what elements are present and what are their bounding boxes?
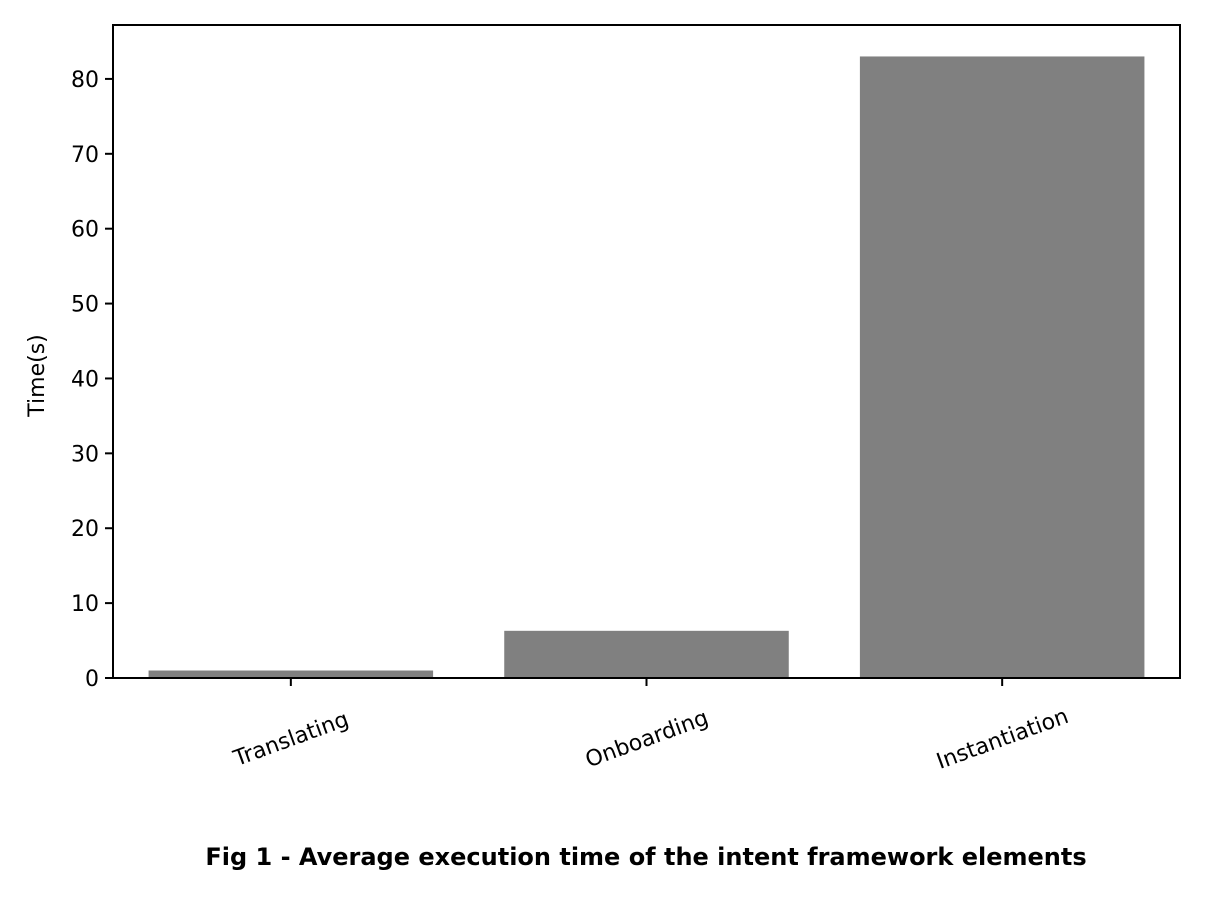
y-tick-label: 0	[85, 667, 99, 692]
x-axis: Translating Onboarding Instantiation	[230, 678, 1072, 775]
y-tick-label: 40	[71, 367, 99, 392]
x-tick-label: Onboarding	[582, 706, 712, 774]
y-tick-label: 50	[71, 293, 99, 318]
bar-instantiation	[859, 56, 1145, 678]
y-tick-label: 60	[71, 218, 99, 243]
x-tick-label: Translating	[230, 707, 353, 772]
bars-group	[148, 56, 1145, 678]
y-tick-label: 80	[71, 68, 99, 93]
bar-onboarding	[504, 630, 789, 678]
x-tick-label: Instantiation	[933, 704, 1072, 775]
y-tick-label: 10	[71, 592, 99, 617]
y-axis-label: Time(s)	[25, 334, 50, 417]
figure-caption: Fig 1 - Average execution time of the in…	[205, 843, 1086, 871]
y-tick-label: 70	[71, 143, 99, 168]
y-axis: 0 10 20 30 40 50 60 70 80	[71, 68, 113, 692]
bar-translating	[148, 670, 434, 678]
y-tick-label: 20	[71, 517, 99, 542]
y-tick-label: 30	[71, 442, 99, 467]
